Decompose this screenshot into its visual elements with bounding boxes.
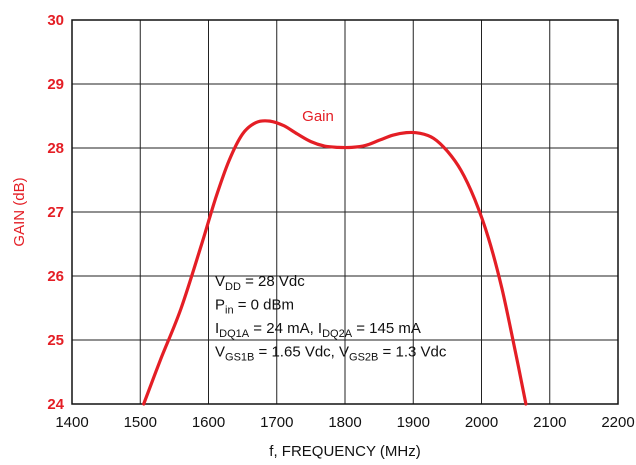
annotation-subscript: GS1B	[225, 352, 254, 364]
x-tick-label-1: 1500	[124, 414, 157, 431]
annotation-text: = 24 mA, I	[249, 320, 322, 337]
annotation-text: = 145 mA	[352, 320, 421, 337]
y-tick-label-4: 28	[47, 140, 64, 157]
annotation-subscript: DQ2A	[322, 328, 353, 340]
x-tick-label-6: 2000	[465, 414, 498, 431]
annotation-text: = 28 Vdc	[241, 273, 305, 290]
annotation-line-0: VDD = 28 Vdc	[215, 273, 305, 293]
annotation-subscript: in	[225, 305, 234, 317]
series-line-0	[142, 119, 528, 406]
plot-frame	[71, 19, 619, 405]
annotation-text: = 0 dBm	[234, 297, 294, 314]
annotation-line-3: VGS1B = 1.65 Vdc, VGS2B = 1.3 Vdc	[215, 344, 447, 364]
y-tick-label-3: 27	[47, 204, 64, 221]
annotation-text: P	[215, 297, 225, 314]
annotation-text: = 1.3 Vdc	[378, 344, 446, 361]
y-tick-label-0: 24	[47, 396, 64, 413]
annotation-text: V	[215, 344, 225, 361]
x-tick-label-5: 1900	[397, 414, 430, 431]
y-axis-title: GAIN (dB)	[11, 177, 28, 246]
annotation-subscript: DD	[225, 281, 241, 293]
annotation-line-1: Pin = 0 dBm	[215, 297, 294, 317]
annotation-subscript: DQ1A	[219, 328, 250, 340]
x-tick-label-4: 1800	[328, 414, 361, 431]
y-tick-label-1: 25	[47, 332, 64, 349]
x-tick-label-8: 2200	[601, 414, 634, 431]
annotation-text: I	[215, 320, 219, 337]
y-tick-label-2: 26	[47, 268, 64, 285]
y-tick-label-5: 29	[47, 76, 64, 93]
annotation-line-2: IDQ1A = 24 mA, IDQ2A = 145 mA	[215, 320, 421, 340]
x-tick-label-0: 1400	[55, 414, 88, 431]
x-axis-title: f, FREQUENCY (MHz)	[269, 443, 420, 460]
series-label-0: Gain	[302, 108, 334, 125]
y-tick-labels: 24 25 26 27 28 29 30	[47, 12, 64, 413]
series-group: Gain	[142, 108, 528, 406]
annotation-subscript: GS2B	[349, 352, 378, 364]
x-tick-labels: 1400 1500 1600 1700 1800 1900 2000 2100 2200	[55, 414, 634, 431]
annotation-text: = 1.65 Vdc, V	[254, 344, 349, 361]
y-tick-label-6: 30	[47, 12, 64, 29]
annotation-text: V	[215, 273, 225, 290]
x-tick-label-3: 1700	[260, 414, 293, 431]
x-tick-label-2: 1600	[192, 414, 225, 431]
x-tick-label-7: 2100	[533, 414, 566, 431]
